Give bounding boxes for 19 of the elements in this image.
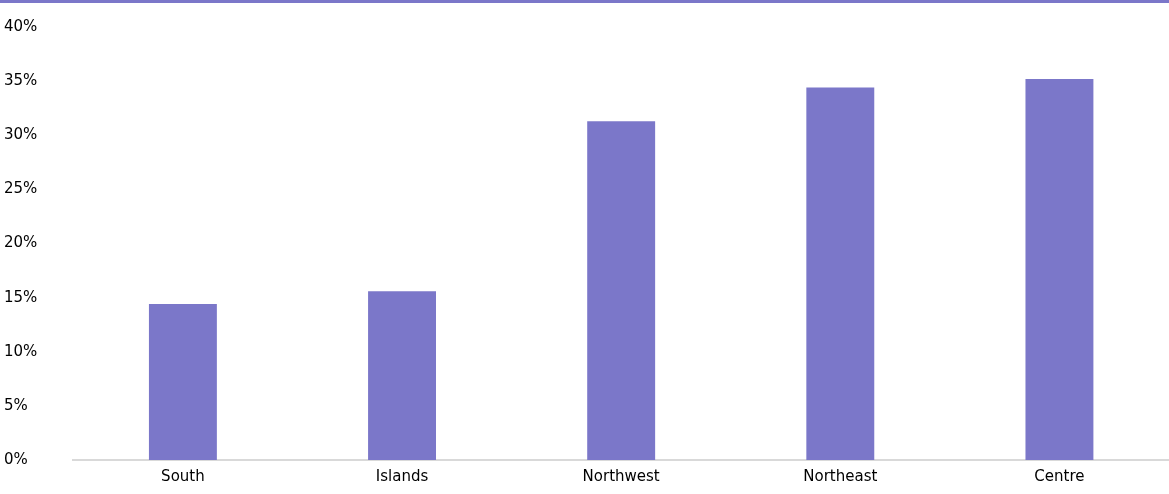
y-tick-label: 35% <box>4 71 38 90</box>
x-tick-label: Northwest <box>582 466 660 485</box>
y-tick-label: 25% <box>4 179 38 198</box>
bar <box>587 121 656 460</box>
x-tick-label: Centre <box>1034 466 1085 485</box>
bar <box>806 87 875 460</box>
bar <box>148 304 217 460</box>
y-tick-label: 0% <box>4 449 28 468</box>
bar <box>368 291 436 460</box>
y-tick-label: 5% <box>4 395 28 414</box>
y-tick-label: 10% <box>4 341 38 360</box>
x-tick-label: Northeast <box>803 466 878 485</box>
x-tick-label: Islands <box>375 466 429 485</box>
y-tick-label: 15% <box>4 287 38 306</box>
y-tick-label: 40% <box>4 16 38 35</box>
bar <box>1025 78 1094 460</box>
x-tick-label: South <box>161 466 205 485</box>
y-tick-label: 20% <box>4 233 38 252</box>
y-tick-label: 30% <box>4 125 38 144</box>
